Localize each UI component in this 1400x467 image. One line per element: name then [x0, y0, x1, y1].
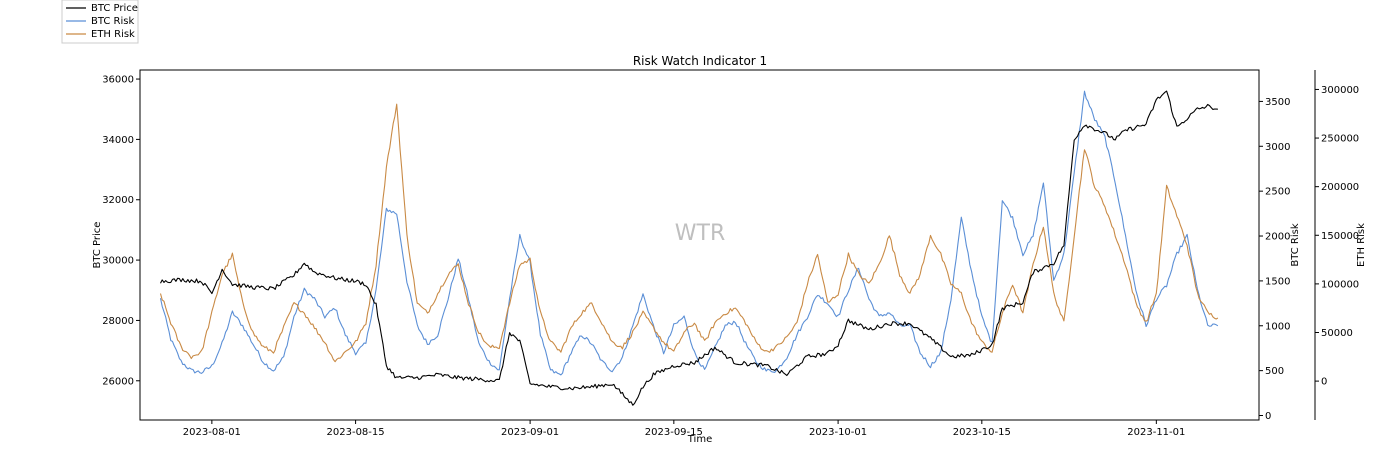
eth-risk-tick-label: 250000 — [1321, 134, 1359, 145]
watermark: WTR — [675, 221, 725, 246]
x-tick-label: 2023-09-01 — [501, 427, 559, 438]
x-tick-label: 2023-09-15 — [645, 427, 703, 438]
legend-label-eth-risk: ETH Risk — [91, 29, 135, 40]
btc-risk-tick-label: 2000 — [1265, 232, 1290, 243]
series-line-eth-risk — [159, 103, 1219, 363]
eth-risk-tick-label: 100000 — [1321, 279, 1359, 290]
chart-title: Risk Watch Indicator 1 — [633, 54, 767, 68]
x-axis-ticks: 2023-08-01 2023-08-15 2023-09-01 2023-09-15… — [183, 420, 1185, 438]
btc-price-tick-label: 26000 — [102, 376, 134, 387]
x-tick-label: 2023-11-01 — [1127, 427, 1185, 438]
x-tick-label: 2023-08-01 — [183, 427, 241, 438]
btc-price-axis-label: BTC Price — [92, 222, 103, 269]
x-axis-label: Time — [687, 434, 712, 445]
series-line-btc-risk — [159, 90, 1219, 376]
btc-risk-tick-label: 1000 — [1265, 321, 1290, 332]
legend-label-btc-risk: BTC Risk — [91, 16, 134, 27]
btc-risk-axis-label: BTC Risk — [1290, 223, 1301, 266]
series-layer — [159, 90, 1219, 406]
legend: BTC Price BTC Risk ETH Risk — [61, 0, 139, 44]
eth-risk-tick-label: 0 — [1321, 377, 1327, 388]
btc-price-tick-label: 34000 — [102, 135, 134, 146]
btc-risk-tick-label: 500 — [1265, 366, 1284, 377]
btc-price-tick-label: 30000 — [102, 256, 134, 267]
eth-risk-tick-label: 150000 — [1321, 231, 1359, 242]
eth-risk-tick-label: 200000 — [1321, 182, 1359, 193]
plot-frame — [139, 69, 1260, 421]
btc-price-tick-label: 32000 — [102, 195, 134, 206]
series-line-btc-price — [160, 90, 1218, 406]
btc-risk-tick-label: 3500 — [1265, 97, 1290, 108]
eth-risk-tick-label: 300000 — [1321, 85, 1359, 96]
btc-risk-tick-label: 0 — [1265, 411, 1271, 422]
legend-label-btc-price: BTC Price — [91, 3, 138, 14]
eth-risk-axis-ticks: 0 50000 100000 150000 200000 250000 300000 — [1315, 85, 1359, 388]
btc-price-tick-label: 28000 — [102, 316, 134, 327]
btc-risk-tick-label: 3000 — [1265, 142, 1290, 153]
eth-risk-axis-label: ETH Risk — [1356, 223, 1367, 267]
btc-risk-axis-ticks: 0 500 1000 1500 2000 2500 3000 3500 — [1259, 97, 1290, 422]
eth-risk-tick-label: 50000 — [1321, 328, 1353, 339]
btc-price-axis-ticks: 26000 28000 30000 32000 34000 36000 — [102, 75, 140, 387]
btc-price-tick-label: 36000 — [102, 75, 134, 86]
btc-risk-tick-label: 1500 — [1265, 276, 1290, 287]
btc-risk-tick-label: 2500 — [1265, 187, 1290, 198]
x-tick-label: 2023-08-15 — [327, 427, 385, 438]
x-tick-label: 2023-10-15 — [953, 427, 1011, 438]
x-tick-label: 2023-10-01 — [809, 427, 867, 438]
